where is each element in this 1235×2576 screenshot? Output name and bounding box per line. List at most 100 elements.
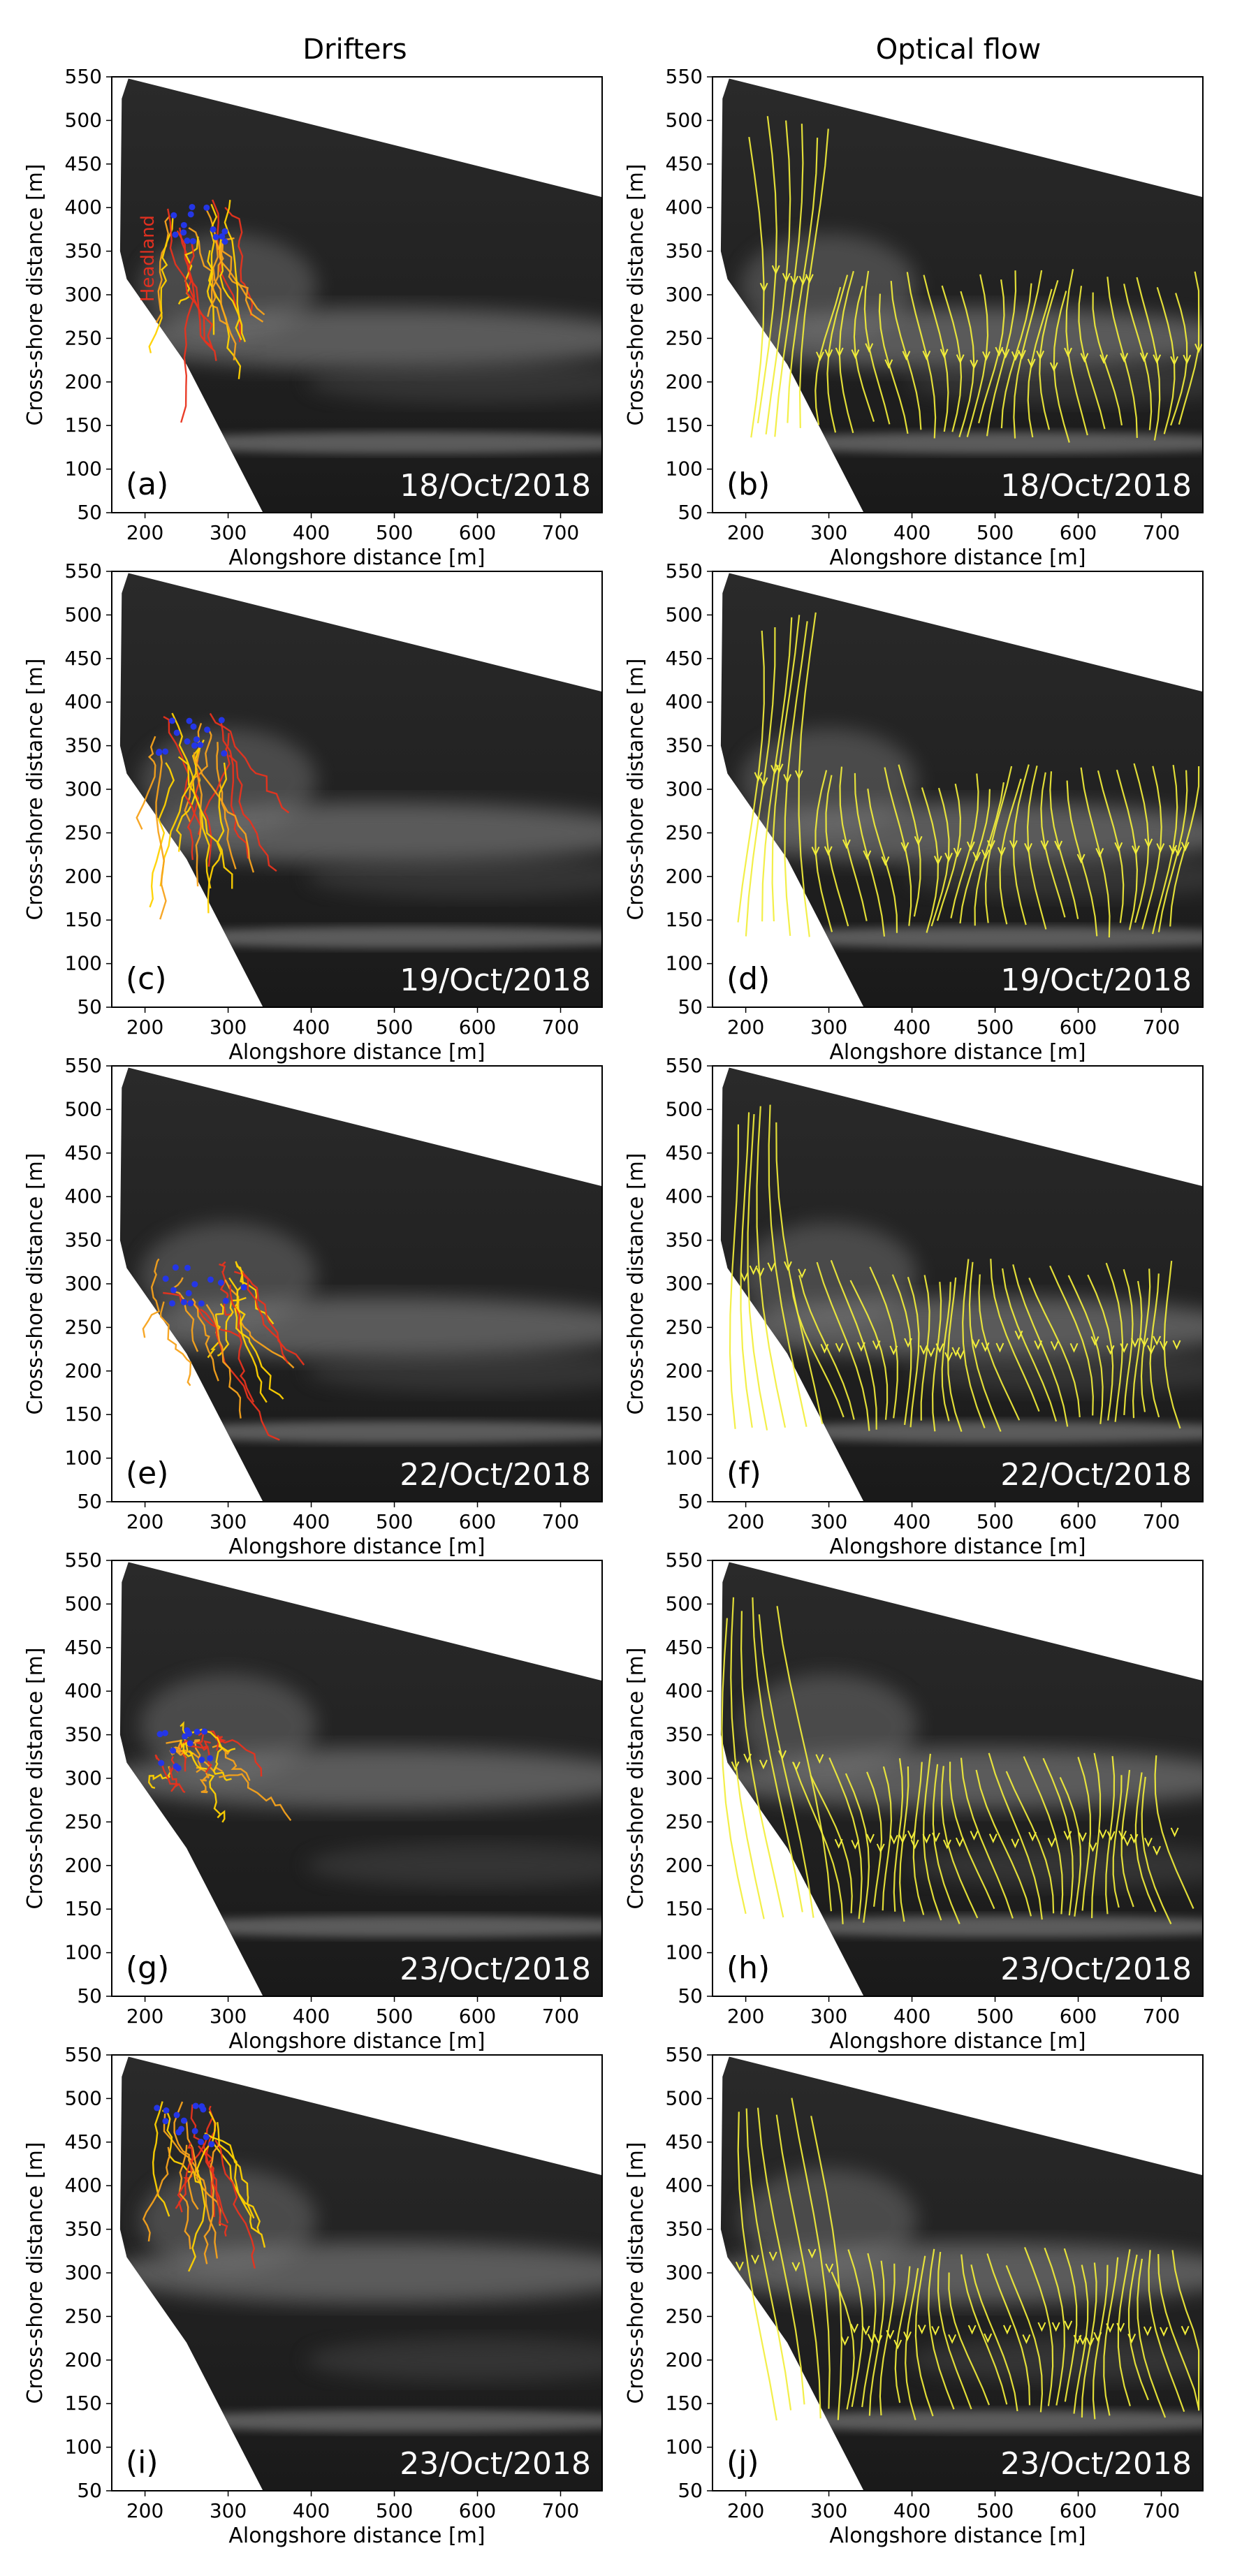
flow-arrow <box>824 349 833 359</box>
flow-streamline <box>1154 1755 1194 1909</box>
flow-streamline <box>1120 1769 1134 1908</box>
flow-arrow <box>791 2262 801 2272</box>
x-tick-label: 400 <box>293 1510 330 1533</box>
flow-streamline <box>950 773 979 919</box>
flow-streamline <box>839 766 868 921</box>
north-arrow-icon <box>563 106 587 124</box>
x-tick-label: 300 <box>210 521 247 544</box>
y-tick-label: 150 <box>666 414 703 437</box>
flow-streamline <box>1053 291 1070 443</box>
drifter-endpoint <box>168 717 175 724</box>
flow-arrow <box>835 347 844 358</box>
flow-arrow <box>865 343 874 353</box>
drifter-endpoint <box>187 211 194 218</box>
y-axis-label: Cross-shore distance [m] <box>23 1647 48 1909</box>
drifter-endpoint <box>173 1763 180 1770</box>
x-tick-label: 600 <box>1060 1510 1097 1533</box>
flow-arrow <box>971 1339 980 1349</box>
panel-letter: (c) <box>126 961 167 997</box>
flow-streamline <box>906 272 937 439</box>
y-axis-label: Cross-shore distance [m] <box>23 658 48 920</box>
drifter-endpoint <box>193 736 200 743</box>
column-title-drifters: Drifters <box>302 34 407 66</box>
panel-letter: (e) <box>126 1456 168 1491</box>
x-tick-label: 400 <box>293 521 330 544</box>
flow-arrow <box>754 772 763 782</box>
flow-streamline <box>757 116 777 424</box>
y-tick-label: 50 <box>77 995 102 1018</box>
drifter-track <box>220 722 249 859</box>
y-tick-label: 100 <box>666 1941 703 1964</box>
flow-streamline <box>790 1279 845 1418</box>
y-tick-label: 550 <box>666 65 703 88</box>
y-tick-label: 550 <box>65 65 102 88</box>
flow-streamline <box>959 789 991 924</box>
y-tick-label: 100 <box>65 2436 102 2459</box>
y-axis-label: Cross-shore distance [m] <box>624 2142 648 2403</box>
drifter-track <box>212 236 265 316</box>
drifter-track <box>208 1773 226 1823</box>
x-axis-label: Alongshore distance [m] <box>829 2029 1086 2054</box>
x-tick-label: 300 <box>810 1016 847 1039</box>
drifter-endpoint <box>240 1284 247 1291</box>
flow-streamline <box>747 1114 768 1430</box>
y-tick-label: 500 <box>666 603 703 626</box>
y-tick-label: 450 <box>666 152 703 175</box>
flow-arrow <box>759 282 768 293</box>
flow-arrow <box>775 763 784 774</box>
y-tick-label: 400 <box>666 690 703 713</box>
flow-arrow <box>1095 848 1104 858</box>
flow-streamline <box>775 2114 821 2419</box>
flow-streamline <box>923 275 949 432</box>
streamlines <box>748 116 1203 443</box>
flow-arrow <box>948 2334 957 2344</box>
x-tick-label: 400 <box>893 1510 930 1533</box>
flow-streamline <box>1077 1757 1092 1911</box>
drifter-endpoint <box>184 237 191 244</box>
drifter-endpoint <box>217 1280 224 1287</box>
drifter-endpoint <box>198 1300 205 1307</box>
flow-arrow <box>1051 2322 1060 2332</box>
flow-streamline <box>863 270 891 425</box>
drifter-endpoint <box>187 1740 193 1747</box>
flow-streamline <box>1171 2250 1200 2411</box>
drifter-endpoint <box>198 1756 205 1763</box>
flow-streamline <box>1152 764 1178 935</box>
flow-streamline <box>849 1280 889 1420</box>
y-axis-label: Cross-shore distance [m] <box>624 1152 648 1414</box>
y-tick-label: 350 <box>65 1229 102 1252</box>
x-tick-label: 600 <box>1060 2499 1097 2522</box>
drifter-endpoint <box>154 2105 161 2112</box>
drifter-endpoint <box>170 1287 177 1294</box>
x-tick-label: 700 <box>542 2499 579 2522</box>
flow-streamline <box>962 1259 986 1428</box>
flow-streamline <box>774 124 804 437</box>
y-tick-label: 350 <box>65 240 102 263</box>
flow-streamline <box>1123 1268 1134 1415</box>
flow-streamline <box>1081 2262 1097 2418</box>
north-label: N <box>1140 1090 1160 1121</box>
flow-streamline <box>1066 780 1098 937</box>
flow-arrow <box>1036 350 1045 360</box>
north-arrow-icon <box>563 2084 587 2102</box>
flow-streamline <box>960 1757 1014 1919</box>
drifter-track <box>188 2145 210 2272</box>
flow-arrow <box>1118 1830 1127 1840</box>
flow-arrow <box>1090 1335 1099 1346</box>
y-tick-label: 100 <box>65 458 102 481</box>
camera-image <box>119 2056 602 2491</box>
drifter-endpoint <box>201 1728 208 1735</box>
flow-streamline <box>1023 1756 1064 1915</box>
flow-streamline <box>1105 1262 1124 1422</box>
flow-streamline <box>1178 271 1200 425</box>
north-arrow-icon <box>1164 1095 1188 1113</box>
flow-streamline <box>765 120 791 435</box>
flow-streamline <box>1157 770 1188 932</box>
drifter-endpoint <box>156 1731 163 1738</box>
flow-streamline <box>740 1112 753 1428</box>
x-tick-label: 400 <box>293 2005 330 2028</box>
y-tick-label: 150 <box>666 1403 703 1426</box>
drifter-endpoint <box>204 726 211 733</box>
drifter-track <box>177 2118 213 2213</box>
flow-arrow <box>953 847 962 858</box>
